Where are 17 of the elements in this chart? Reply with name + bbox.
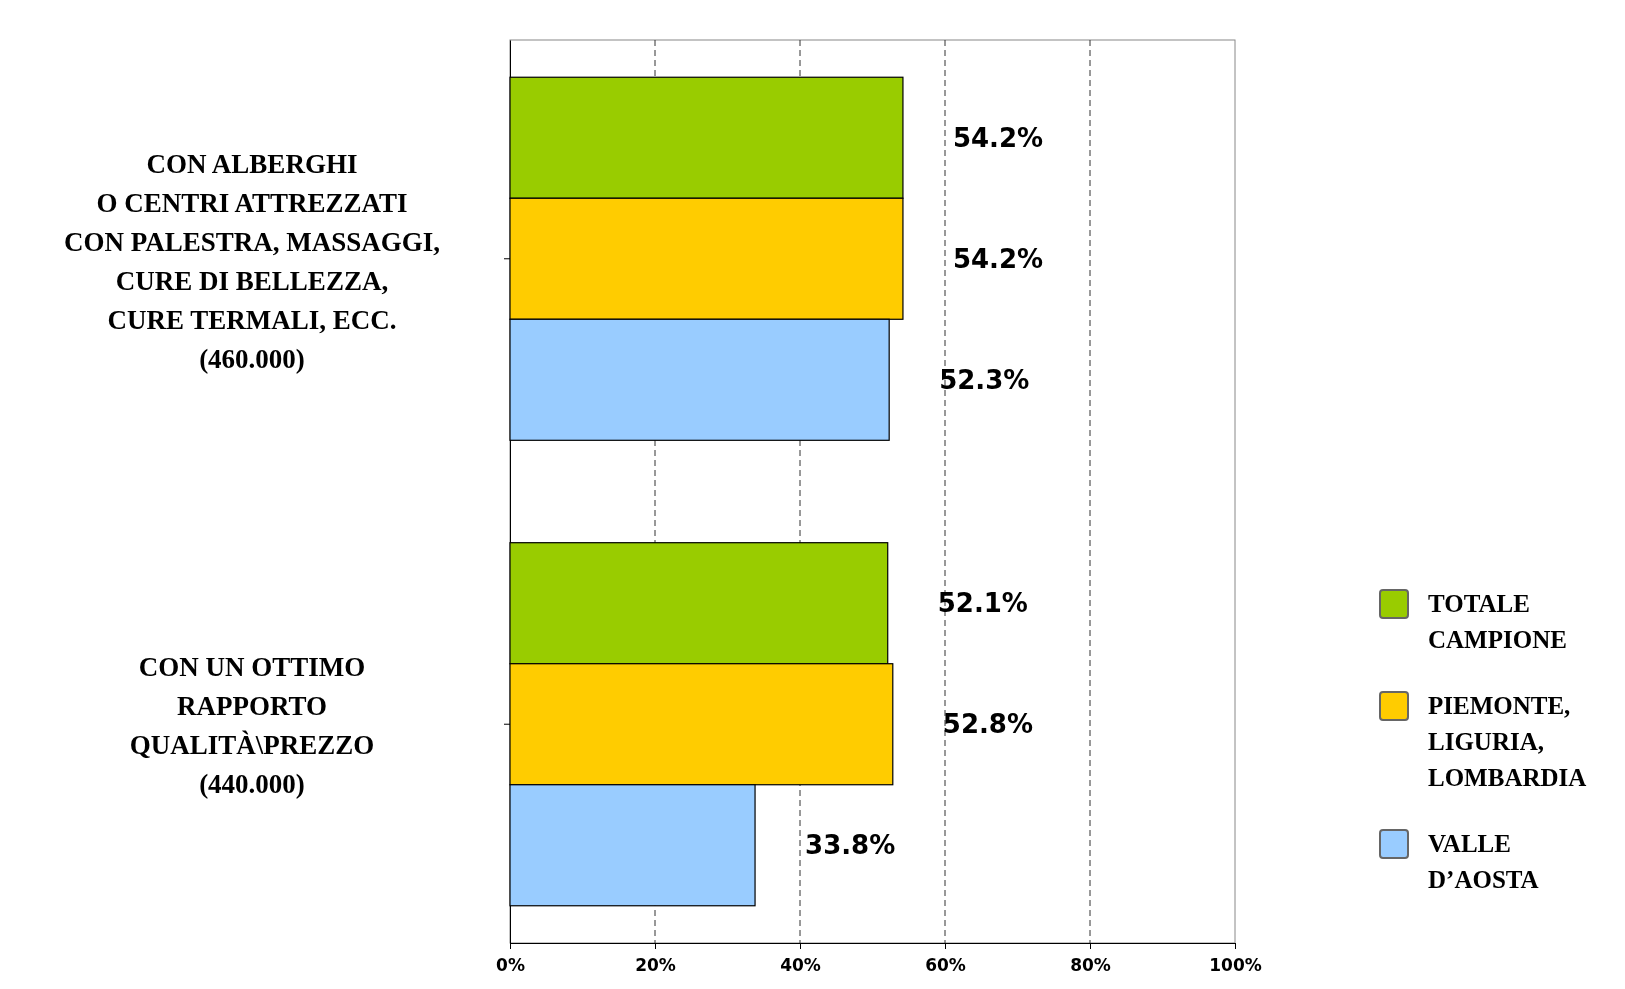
data-label: 52.1% bbox=[937, 588, 1028, 619]
x-tick-label: 20% bbox=[635, 954, 676, 975]
data-label: 54.2% bbox=[952, 122, 1044, 153]
data-label: 52.8% bbox=[942, 709, 1033, 740]
legend-label: TOTALE CAMPIONE bbox=[1428, 590, 1567, 653]
y-tick-label: CON UN OTTIMO RAPPORTO QUALITÀ\PREZZO (440.000) bbox=[129, 652, 375, 800]
data-label: 54.2% bbox=[952, 243, 1044, 274]
x-tick-label: 0% bbox=[496, 954, 525, 975]
legend-label: VALLE D’AOSTA bbox=[1428, 830, 1539, 893]
x-tick-label: 100% bbox=[1209, 954, 1262, 975]
x-tick-label: 40% bbox=[780, 954, 821, 975]
x-tick-label: 80% bbox=[1070, 954, 1111, 975]
data-label: 33.8% bbox=[805, 830, 896, 861]
legend-label: PIEMONTE, LIGURIA, LOMBARDIA bbox=[1428, 692, 1587, 791]
data-label: 52.3% bbox=[939, 364, 1030, 395]
x-tick-label: 60% bbox=[925, 954, 966, 975]
y-tick-label: CON ALBERGHI O CENTRI ATTREZZATI CON PALESTRA, MASSAGGI, CURE DI BELLEZZA, CURE TERMALI, ECC. (460.000) bbox=[63, 148, 441, 374]
